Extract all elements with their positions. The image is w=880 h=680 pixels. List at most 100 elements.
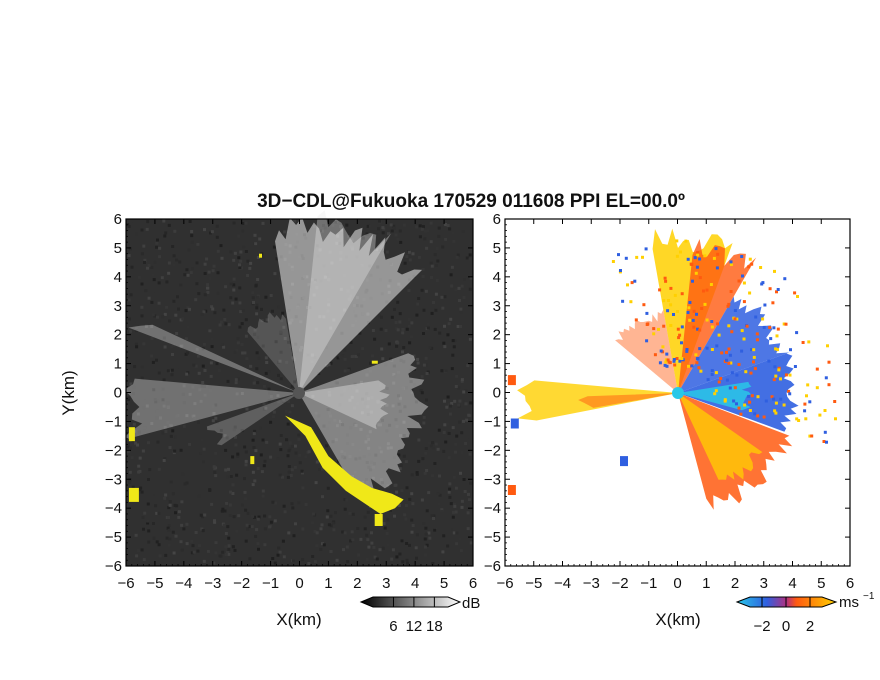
noise-cell <box>175 332 179 335</box>
noise-cell <box>322 543 326 547</box>
noise-cell <box>194 531 198 534</box>
noise-cell <box>319 547 323 551</box>
velocity-patch <box>620 456 628 467</box>
noise-cell <box>174 435 178 439</box>
noise-cell <box>371 247 375 251</box>
noise-cell <box>333 418 337 422</box>
velocity-speckle <box>834 417 837 421</box>
noise-cell <box>454 385 458 388</box>
noise-cell <box>243 351 247 355</box>
velocity-speckle <box>703 302 707 306</box>
velocity-speckle <box>727 361 731 365</box>
noise-cell <box>366 413 370 416</box>
noise-cell <box>467 413 471 417</box>
noise-cell <box>222 308 226 312</box>
noise-cell <box>405 386 408 390</box>
noise-cell <box>403 513 407 517</box>
velocity-speckle <box>698 257 702 261</box>
velocity-speckle <box>801 341 805 344</box>
noise-cell <box>128 247 132 251</box>
noise-cell <box>269 391 273 395</box>
velocity-speckle <box>705 346 709 350</box>
noise-cell <box>279 277 283 281</box>
velocity-speckle <box>693 256 697 260</box>
noise-cell <box>378 219 382 223</box>
noise-cell <box>360 411 364 415</box>
noise-cell <box>246 259 250 263</box>
noise-cell <box>205 257 209 261</box>
noise-cell <box>440 509 444 513</box>
noise-cell <box>167 261 171 265</box>
noise-cell <box>162 404 166 408</box>
snr-fan <box>299 210 392 393</box>
velocity-speckle <box>748 400 752 404</box>
velocity-speckle <box>694 271 698 275</box>
noise-cell <box>147 441 150 445</box>
noise-cell <box>227 323 231 327</box>
noise-cell <box>129 382 133 386</box>
noise-cell <box>431 441 435 445</box>
noise-cell <box>140 376 144 380</box>
noise-cell <box>186 351 190 355</box>
noise-cell <box>129 219 133 223</box>
noise-cell <box>345 498 349 502</box>
noise-cell <box>437 226 441 230</box>
noise-cell <box>134 326 138 330</box>
noise-cell <box>232 288 236 292</box>
noise-cell <box>172 343 176 347</box>
noise-cell <box>456 253 460 257</box>
noise-cell <box>216 249 220 253</box>
noise-cell <box>458 399 462 403</box>
noise-cell <box>307 450 311 454</box>
noise-cell <box>430 346 434 350</box>
y-tick-label: −5 <box>484 529 501 546</box>
noise-cell <box>451 353 455 357</box>
noise-cell <box>218 369 221 373</box>
noise-cell <box>156 487 160 490</box>
noise-cell <box>204 309 208 313</box>
noise-cell <box>442 449 446 453</box>
noise-cell <box>442 431 446 434</box>
noise-cell <box>374 233 378 237</box>
noise-cell <box>380 315 383 319</box>
velocity-speckle <box>774 374 778 378</box>
noise-cell <box>187 248 191 252</box>
velocity-speckle <box>680 292 684 296</box>
noise-cell <box>197 351 201 355</box>
noise-cell <box>335 558 339 562</box>
noise-cell <box>373 555 377 559</box>
noise-cell <box>441 306 445 310</box>
noise-cell <box>292 534 296 538</box>
noise-cell <box>172 263 176 267</box>
noise-cell <box>264 356 268 360</box>
noise-cell <box>244 368 248 372</box>
noise-cell <box>157 543 161 547</box>
noise-cell <box>345 223 349 227</box>
velocity-speckle <box>774 411 778 415</box>
noise-cell <box>325 426 329 430</box>
noise-cell <box>381 357 385 361</box>
noise-cell <box>267 370 271 374</box>
noise-cell <box>210 230 214 234</box>
noise-cell <box>325 444 329 448</box>
noise-cell <box>142 558 146 562</box>
velocity-speckle <box>679 250 682 254</box>
noise-cell <box>363 401 367 405</box>
velocity-speckle <box>741 274 744 278</box>
noise-cell <box>433 462 437 465</box>
noise-cell <box>317 372 321 376</box>
velocity-speckle <box>686 257 690 261</box>
velocity-speckle <box>719 377 723 380</box>
velocity-speckle <box>730 371 734 375</box>
noise-cell <box>343 348 347 352</box>
noise-cell <box>356 402 360 406</box>
velocity-patch <box>510 418 519 429</box>
velocity-speckle <box>762 325 766 329</box>
noise-cell <box>434 308 438 312</box>
noise-cell <box>450 265 454 269</box>
velocity-speckle <box>787 389 791 393</box>
velocity-speckle <box>743 403 747 407</box>
noise-cell <box>460 451 464 454</box>
noise-cell <box>273 272 277 276</box>
